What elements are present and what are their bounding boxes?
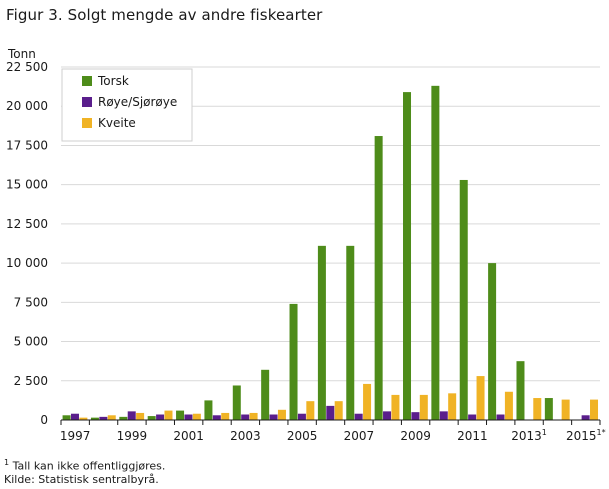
bar-r-ye-sj-r-ye-2002 <box>212 415 221 420</box>
bar-torsk-2002 <box>204 400 213 420</box>
chart-title: Figur 3. Solgt mengde av andre fiskearte… <box>6 6 323 24</box>
x-axis-tick-labels: 1997 1999 2001 2003 2005 2007 2009 2011 20131 201… <box>60 420 606 443</box>
y-tick-label: 10 000 <box>6 256 48 270</box>
bar-torsk-2011 <box>459 179 468 420</box>
bar-r-ye-sj-r-ye-2003 <box>241 414 250 420</box>
bar-r-ye-sj-r-ye-2009 <box>411 412 420 420</box>
x-tick-footnote-mark: 1* <box>597 428 606 437</box>
bar-kveite-2005 <box>306 401 315 420</box>
bars <box>62 85 599 420</box>
y-tick-label: 5 000 <box>14 335 48 349</box>
bar-r-ye-sj-r-ye-2015 <box>581 415 590 420</box>
y-tick-label: 22 500 <box>6 60 48 74</box>
legend-label: Kveite <box>98 116 136 130</box>
bar-kveite-2010 <box>448 393 457 420</box>
bar-r-ye-sj-r-ye-1998 <box>99 416 108 420</box>
bar-r-ye-sj-r-ye-1997 <box>70 413 79 420</box>
bar-kveite-2014 <box>561 399 570 420</box>
bar-r-ye-sj-r-ye-2006 <box>326 405 335 420</box>
legend: Torsk Røye/Sjørøye Kveite <box>61 68 193 142</box>
bar-kveite-2004 <box>277 409 286 420</box>
footnote-1-mark: 1 <box>4 458 10 467</box>
bar-kveite-2003 <box>249 412 258 420</box>
bar-kveite-2000 <box>164 410 173 420</box>
x-tick-label: 2005 <box>287 429 318 443</box>
y-tick-label: 15 000 <box>6 178 48 192</box>
x-tick-label: 2011 <box>457 429 488 443</box>
bar-torsk-2009 <box>403 92 412 420</box>
bar-torsk-1997 <box>62 415 71 420</box>
bar-torsk-2012 <box>488 263 497 420</box>
bar-kveite-1997 <box>79 417 88 420</box>
y-tick-label: 12 500 <box>6 217 48 231</box>
bar-torsk-1998 <box>90 417 99 420</box>
bar-r-ye-sj-r-ye-2008 <box>383 411 392 420</box>
bar-kveite-2012 <box>504 391 513 420</box>
bar-torsk-2003 <box>232 385 241 420</box>
bar-torsk-2000 <box>147 416 156 420</box>
legend-swatch <box>82 76 92 86</box>
bar-torsk-1999 <box>119 416 128 420</box>
bar-torsk-2004 <box>261 369 270 420</box>
x-tick-footnote-mark: 1 <box>542 428 547 437</box>
bar-kveite-2015 <box>590 399 599 420</box>
bar-torsk-2005 <box>289 303 298 420</box>
bar-torsk-2007 <box>346 245 355 420</box>
x-tick-label: 2009 <box>400 429 431 443</box>
y-tick-label: 20 000 <box>6 99 48 113</box>
legend-swatch <box>82 97 92 107</box>
bar-kveite-2011 <box>476 376 485 420</box>
bar-kveite-2001 <box>192 413 201 420</box>
bar-kveite-2006 <box>334 401 343 420</box>
bar-r-ye-sj-r-ye-1999 <box>127 411 136 420</box>
bar-r-ye-sj-r-ye-2012 <box>496 414 505 420</box>
bar-r-ye-sj-r-ye-2005 <box>297 413 306 420</box>
bar-torsk-2013 <box>516 361 525 420</box>
legend-swatch <box>82 118 92 128</box>
x-tick-label: 20151* <box>566 428 606 443</box>
bar-torsk-2006 <box>317 245 326 420</box>
legend-label: Torsk <box>97 74 129 88</box>
bar-kveite-2013 <box>533 398 542 420</box>
y-tick-label: 0 <box>40 413 48 427</box>
x-tick-label: 1997 <box>60 429 91 443</box>
y-tick-label: 17 500 <box>6 138 48 152</box>
bar-kveite-1999 <box>136 412 145 420</box>
bar-r-ye-sj-r-ye-2011 <box>468 414 477 420</box>
bar-r-ye-sj-r-ye-2010 <box>439 411 448 420</box>
bar-r-ye-sj-r-ye-2004 <box>269 414 278 420</box>
gridlines <box>61 66 600 382</box>
bar-kveite-2009 <box>419 394 428 420</box>
y-tick-label: 2 500 <box>14 374 48 388</box>
bar-r-ye-sj-r-ye-2007 <box>354 413 363 420</box>
bar-kveite-2008 <box>391 394 400 420</box>
bar-torsk-2010 <box>431 85 440 420</box>
x-tick-label: 20131 <box>511 428 547 443</box>
bar-r-ye-sj-r-ye-2001 <box>184 414 193 420</box>
y-axis-label: Tonn <box>7 47 36 61</box>
bar-kveite-1998 <box>107 415 116 420</box>
legend-label: Røye/Sjørøye <box>98 95 177 109</box>
bar-torsk-2008 <box>374 136 383 420</box>
x-tick-label: 2001 <box>173 429 204 443</box>
footnote-1-text: Tall kan ikke offentliggjøres. <box>9 459 166 473</box>
bar-torsk-2014 <box>544 398 553 420</box>
x-tick-label: 1999 <box>117 429 148 443</box>
y-axis-tick-labels: 0 2 500 5 000 7 500 10 000 12 500 15 000 17 500… <box>6 60 48 427</box>
bar-kveite-2002 <box>221 412 230 420</box>
y-tick-label: 7 500 <box>14 295 48 309</box>
source-note: Kilde: Statistisk sentralbyrå. <box>4 473 159 486</box>
footnote-1: 1 Tall kan ikke offentliggjøres. <box>4 458 165 473</box>
bar-r-ye-sj-r-ye-2000 <box>156 414 165 420</box>
x-tick-label: 2007 <box>344 429 375 443</box>
bar-kveite-2007 <box>363 383 372 420</box>
x-tick-label: 2003 <box>230 429 261 443</box>
bar-torsk-2001 <box>176 410 185 420</box>
